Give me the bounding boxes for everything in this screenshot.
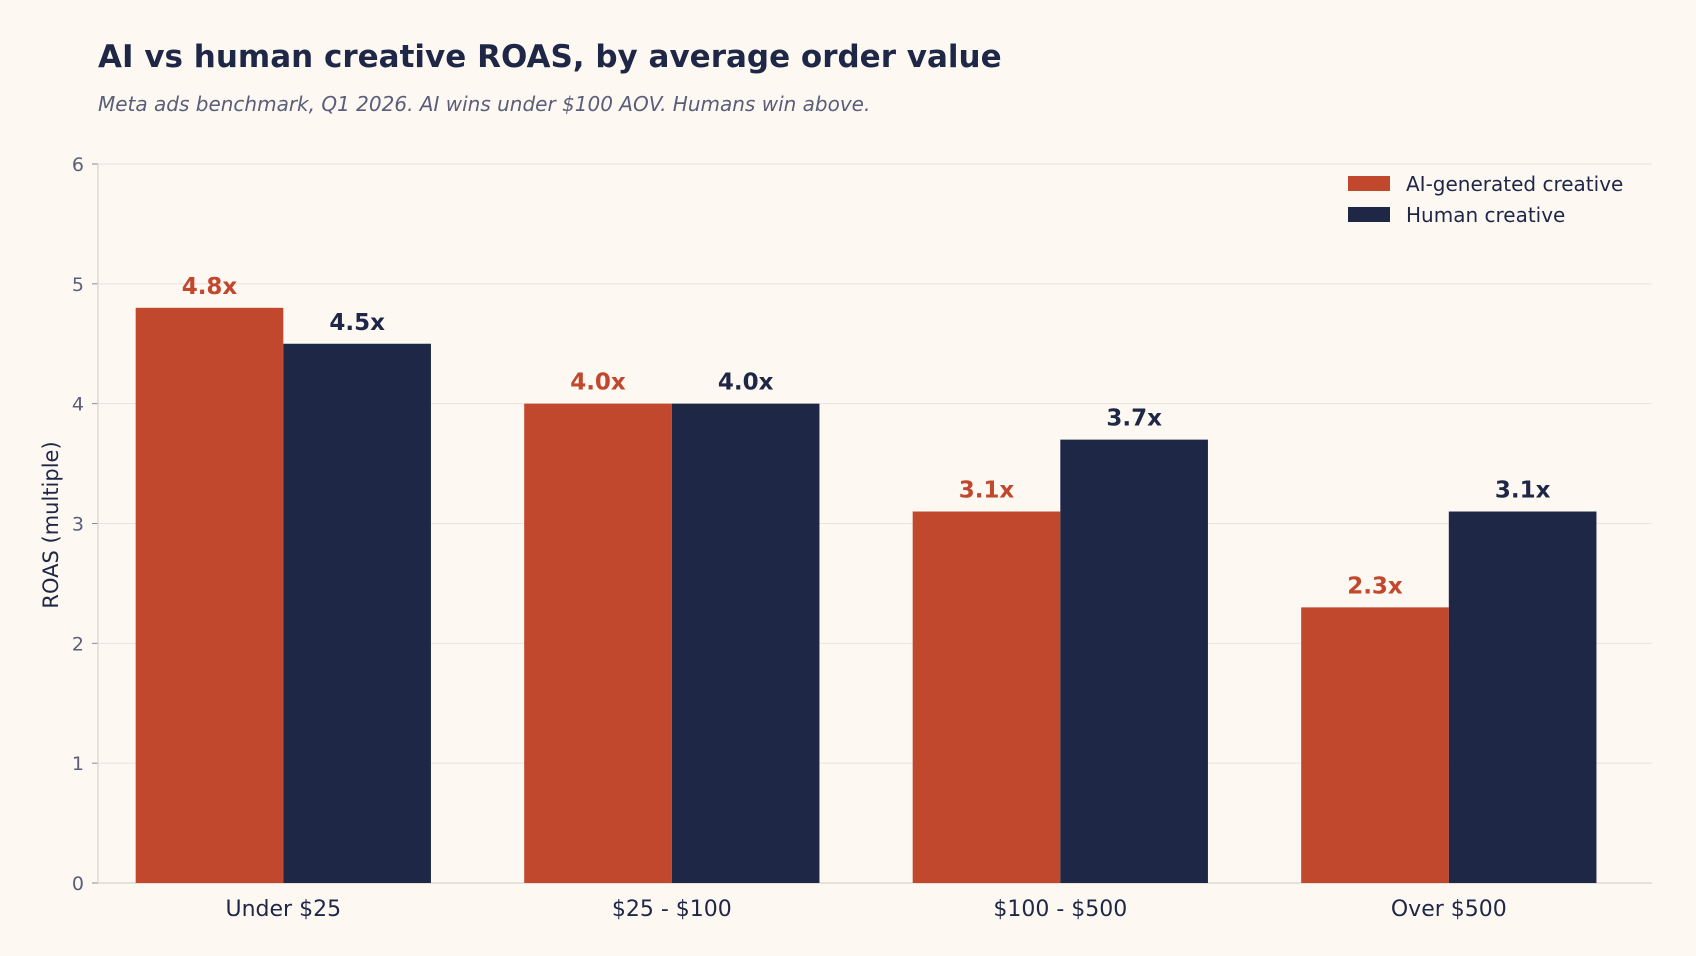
bar-ai-2 xyxy=(912,511,1061,883)
legend-label: Human creative xyxy=(1406,203,1565,227)
data-label: 4.5x xyxy=(329,310,385,336)
bar-human-2 xyxy=(1060,439,1208,883)
legend: AI-generated creative Human creative xyxy=(1348,172,1623,227)
data-label: 4.8x xyxy=(182,274,238,300)
y-tick-label: 6 xyxy=(72,154,84,176)
bars xyxy=(135,307,1597,883)
data-label: 3.1x xyxy=(959,478,1015,504)
y-tick-label: 5 xyxy=(72,274,84,296)
x-tick-label: $100 - $500 xyxy=(993,897,1127,922)
bar-ai-0 xyxy=(135,307,284,883)
chart-title: AI vs human creative ROAS, by average or… xyxy=(98,39,1002,75)
bar-ai-1 xyxy=(524,403,672,883)
y-axis-label: ROAS (multiple) xyxy=(39,441,63,608)
x-tick-label: Under $25 xyxy=(226,897,342,922)
bar-human-0 xyxy=(283,343,431,883)
y-tick-label: 2 xyxy=(72,633,84,655)
y-tick-label: 4 xyxy=(72,394,84,416)
bar-human-1 xyxy=(671,403,820,883)
bar-human-3 xyxy=(1448,511,1597,883)
y-tick-label: 1 xyxy=(72,753,84,775)
data-label: 3.7x xyxy=(1106,406,1162,432)
data-labels: 4.8x 4.5x 4.0x 4.0x 3.1x 3.7x 2.3x 3.1x xyxy=(182,274,1551,600)
legend-swatch xyxy=(1348,176,1390,191)
chart-subtitle: Meta ads benchmark, Q1 2026. AI wins und… xyxy=(98,92,870,116)
x-tick-label: Over $500 xyxy=(1391,897,1507,922)
legend-swatch xyxy=(1348,207,1390,222)
legend-label: AI-generated creative xyxy=(1406,172,1623,196)
x-tick-label: $25 - $100 xyxy=(612,897,732,922)
y-tick-label: 0 xyxy=(72,873,84,895)
data-label: 4.0x xyxy=(718,370,774,396)
bar-ai-3 xyxy=(1301,607,1449,883)
data-label: 4.0x xyxy=(570,370,626,396)
y-tick-label: 3 xyxy=(72,514,84,536)
data-label: 2.3x xyxy=(1347,573,1403,599)
data-label: 3.1x xyxy=(1495,478,1551,504)
